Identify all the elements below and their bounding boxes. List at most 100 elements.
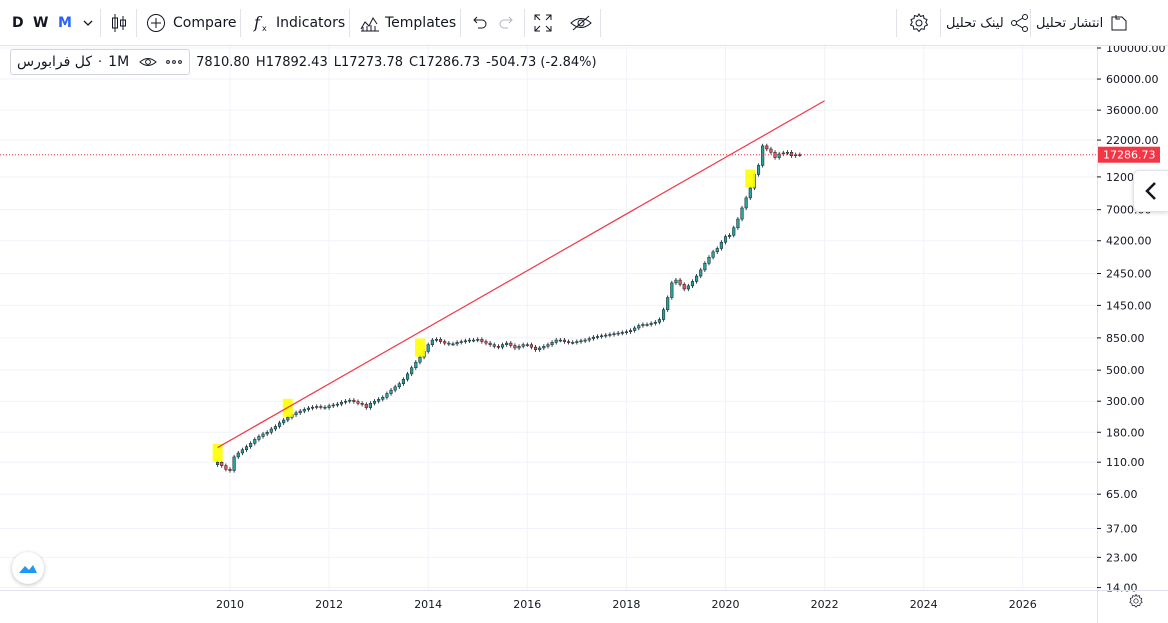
chevron-left-icon [1145, 182, 1156, 200]
side-panel-toggle[interactable] [1133, 170, 1168, 212]
y-tick-label: 4200.00 [1106, 235, 1152, 248]
candle-body [686, 285, 690, 290]
logo-icon [19, 565, 37, 573]
candle-body [591, 336, 595, 339]
candle-body [521, 344, 525, 347]
candle-body [216, 461, 220, 465]
time-axis[interactable]: 2010 2012 2014 2016 2018 2020 2022 2024 2026 [0, 590, 1168, 612]
candle-body [257, 436, 261, 440]
price-axis[interactable]: 14.00 23.00 37.00 65.00 110.00 180.00 300.00 50… [1097, 46, 1166, 623]
candle-body [600, 335, 604, 338]
candle-body [282, 419, 286, 424]
indicators-label: Indicators [276, 15, 346, 31]
more-dots-icon[interactable] [165, 59, 183, 65]
candle-body [517, 346, 521, 349]
candle-body [546, 344, 550, 347]
share-link-button[interactable]: لینک تحلیل [946, 0, 1030, 46]
price-chart[interactable]: 14.00 23.00 37.00 65.00 110.00 180.00 300.00 50… [0, 46, 1168, 623]
candles [216, 143, 802, 473]
fullscreen-icon[interactable] [533, 0, 553, 46]
ohlc-close: C17286.73 [409, 54, 481, 70]
candle-body [690, 281, 695, 287]
candle-body [319, 406, 323, 408]
candle-body [695, 275, 699, 282]
candle-body [662, 309, 666, 320]
eye-icon[interactable] [139, 56, 157, 68]
y-tick-label: 60000.00 [1106, 73, 1159, 86]
candle-body [426, 344, 430, 352]
candle-body [488, 342, 492, 345]
candle-body [323, 406, 327, 409]
candle-body [505, 342, 509, 345]
svg-text:x: x [262, 24, 267, 33]
candle-body [381, 397, 385, 400]
candle-body [315, 406, 319, 408]
candle-body [236, 452, 240, 458]
candle-body [554, 339, 558, 343]
candle-body [637, 325, 641, 329]
symbol-box[interactable]: کل فرابورس · 1M [10, 49, 191, 75]
candle-body [645, 324, 649, 326]
candle-body [723, 236, 728, 243]
candle-body [401, 379, 405, 384]
templates-button[interactable]: Templates [360, 0, 456, 46]
candle-body [711, 251, 715, 258]
candle-body [699, 269, 703, 277]
candle-body [385, 393, 389, 398]
grid-lines [0, 46, 1097, 590]
candle-body [368, 403, 372, 408]
candle-body [393, 386, 397, 391]
axis-settings-gear-icon[interactable] [1128, 593, 1144, 613]
candle-body [773, 152, 777, 158]
ohlc-change: -504.73 (-2.84%) [486, 54, 597, 70]
candle-body [550, 342, 554, 345]
y-tick-label: 100000.00 [1106, 46, 1166, 55]
candle-body [558, 339, 562, 342]
compare-button[interactable]: Compare [146, 0, 237, 46]
candle-body [653, 321, 657, 324]
hide-eye-icon[interactable] [569, 0, 593, 46]
x-tick-label: 2018 [612, 598, 640, 611]
candle-body [579, 340, 583, 343]
settings-gear-icon[interactable] [908, 0, 930, 46]
timeframe-week-button[interactable]: W [33, 15, 49, 31]
candle-body [348, 399, 352, 402]
candle-body [649, 323, 653, 325]
candle-body [732, 227, 736, 236]
timeframe-month-button[interactable]: M [58, 15, 72, 31]
timeframe-day-button[interactable]: D [12, 15, 24, 31]
x-tick-label: 2026 [1009, 598, 1037, 611]
candle-body [748, 187, 752, 199]
candle-body [670, 282, 674, 298]
candle-body [744, 197, 748, 209]
publish-button[interactable]: انتشار تحلیل [1036, 0, 1129, 46]
candle-body [372, 400, 377, 404]
candle-body [657, 319, 661, 323]
candle-body [562, 339, 567, 342]
candle-body [674, 279, 678, 284]
candle-body [472, 339, 476, 342]
candle-body [666, 297, 670, 311]
candle-body [583, 339, 587, 342]
candle-body [785, 152, 789, 154]
y-tick-label: 22000.00 [1106, 134, 1159, 147]
candle-body [335, 403, 339, 406]
undo-icon[interactable] [470, 0, 488, 46]
candle-body [736, 218, 740, 229]
publish-icon [1111, 15, 1127, 31]
candle-body [480, 339, 484, 342]
chevron-down-icon[interactable] [82, 0, 94, 46]
candle-body [418, 356, 422, 363]
candle-body [228, 468, 232, 471]
touch-marker [212, 443, 223, 462]
candle-body [769, 148, 773, 153]
candles-icon[interactable] [110, 0, 128, 46]
candle-body [224, 465, 228, 470]
y-tick-label: 2450.00 [1106, 268, 1152, 281]
candle-body [306, 407, 311, 410]
y-tick-label: 110.00 [1106, 456, 1145, 469]
candle-body [534, 346, 538, 350]
tradingview-logo[interactable] [12, 552, 44, 584]
redo-icon[interactable] [498, 0, 516, 46]
